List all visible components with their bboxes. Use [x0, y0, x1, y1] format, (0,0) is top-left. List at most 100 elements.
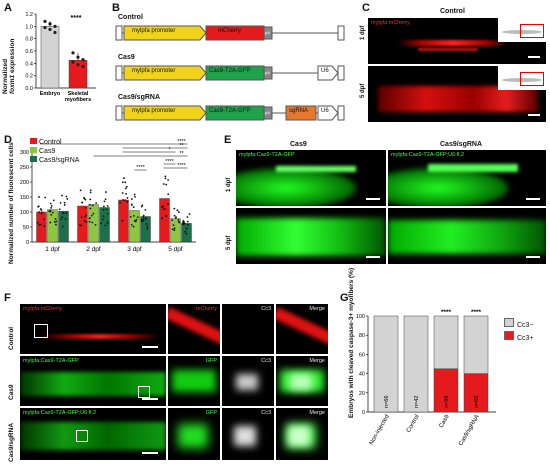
bar-cc3-pos	[433, 368, 459, 413]
category-label: Non-injected	[369, 414, 391, 446]
panel-e-row1: 1 dpf	[226, 177, 232, 192]
panel-e-image-cas9-5dpf	[236, 208, 386, 264]
construct-sgrna-title: Cas9/sgRNA	[118, 94, 161, 101]
category-label: 5 dpf	[168, 246, 183, 253]
data-point	[104, 198, 107, 201]
data-point	[142, 214, 145, 217]
data-point	[121, 219, 124, 222]
construct-cas9-promoter: mylpfa promoter	[132, 68, 176, 74]
data-point	[84, 215, 87, 218]
data-point	[61, 194, 63, 197]
construct-cas9-u6: U6	[321, 68, 329, 74]
data-point	[119, 201, 122, 204]
tick-label: 0.6	[25, 49, 33, 55]
panel-f-control-ch2: Cc3	[222, 304, 274, 354]
tick-label: 150	[20, 195, 29, 201]
data-point	[171, 219, 174, 222]
data-point	[145, 216, 147, 219]
data-point	[48, 210, 51, 213]
data-point	[48, 27, 52, 32]
tick-label: 80	[359, 333, 365, 339]
panel-f-sgrna-ch1: GFP	[168, 408, 220, 460]
panel-f-cas9-ch2-label: Cc3	[261, 358, 271, 364]
construct-control-promoter: mylpfa promoter	[132, 28, 176, 34]
sig-label: *	[168, 147, 171, 153]
data-point	[132, 225, 135, 228]
category-label: myofibers	[65, 97, 91, 103]
panel-f-cas9-main: mylpfa:Cas9-T2A-GFP	[20, 356, 166, 406]
data-point	[79, 189, 82, 192]
data-point	[53, 30, 57, 35]
data-point	[104, 224, 107, 227]
data-point	[130, 223, 133, 226]
data-point	[53, 221, 56, 223]
data-point	[94, 223, 97, 226]
panel-c-title: Control	[440, 8, 465, 15]
tick-label: 20	[359, 391, 365, 397]
panel-e-overlay-1: mylpfa:Cas9-T2A-GFP	[239, 152, 295, 158]
data-point	[88, 220, 91, 223]
tick-label: 200	[20, 180, 29, 186]
data-point	[107, 212, 109, 215]
panel-f-control-main: mylpfa:mCherry	[20, 304, 166, 354]
data-point	[142, 219, 145, 222]
data-point	[71, 60, 75, 64]
data-point	[126, 200, 129, 203]
data-point	[186, 220, 189, 223]
data-point	[54, 218, 57, 220]
panel-f-sgrna-main: mylpfa:Cas9-T2A-GFP;U6:fl.2	[20, 408, 166, 460]
tick-label: 1.2	[25, 12, 33, 18]
legend-item-cas9: Cas9	[30, 147, 79, 156]
data-point	[78, 223, 81, 226]
data-point	[37, 205, 40, 208]
sig-label: **	[179, 143, 184, 149]
data-point	[85, 221, 88, 224]
data-point	[65, 195, 68, 198]
panel-f-row-control: Control	[8, 326, 15, 350]
construct-cas9-pa: pA	[265, 70, 270, 75]
bar-cc3-pos	[463, 373, 489, 413]
construct-sgrna-diagram	[115, 105, 345, 121]
data-point	[164, 177, 167, 180]
data-point	[43, 25, 47, 30]
panel-f-cas9-ch3-label: Merge	[309, 358, 325, 364]
data-point	[63, 201, 66, 204]
data-point	[42, 218, 45, 221]
panel-f-cas9-ch3: Merge	[276, 356, 328, 406]
data-point	[81, 58, 85, 62]
scale-bar	[366, 198, 380, 200]
tick-label: 0.4	[25, 61, 33, 67]
data-point	[106, 205, 109, 207]
data-point	[174, 216, 177, 219]
panel-f-overlay-3: mylpfa:Cas9-T2A-GFP;U6:fl.2	[23, 410, 97, 416]
bar	[77, 205, 88, 243]
data-point	[177, 211, 180, 213]
category-label: Cas9/sgRNA	[458, 414, 481, 447]
data-point	[65, 212, 68, 215]
construct-control-title: Control	[118, 14, 143, 21]
data-point	[121, 192, 124, 194]
data-point	[121, 181, 124, 184]
data-point	[90, 214, 93, 217]
data-point	[103, 200, 106, 203]
bar	[88, 204, 99, 243]
data-point	[89, 203, 91, 206]
data-point	[162, 208, 165, 211]
panel-f-sgrna-ch2: Cc3	[222, 408, 274, 460]
data-point	[161, 217, 164, 220]
data-point	[50, 207, 53, 209]
legend-item-cc3-neg: Cc3−	[504, 318, 534, 331]
data-point	[49, 221, 52, 224]
bar-cc3-neg	[433, 315, 459, 370]
tick-label: 300	[20, 150, 29, 156]
bar-cc3-neg	[403, 315, 429, 413]
panel-f-overlay-1: mylpfa:mCherry	[23, 306, 62, 312]
data-point	[92, 212, 95, 215]
data-point	[95, 202, 98, 204]
data-point	[129, 216, 132, 218]
data-point	[130, 203, 133, 206]
panel-a-ylabel-gene: foxm1	[9, 74, 16, 94]
construct-sgrna-gene: Cas9-T2A-GFP	[209, 108, 251, 114]
panel-g-ylabel: Embryos with cleaved caspase-3+ myofiber…	[348, 267, 355, 418]
data-point	[55, 223, 57, 226]
